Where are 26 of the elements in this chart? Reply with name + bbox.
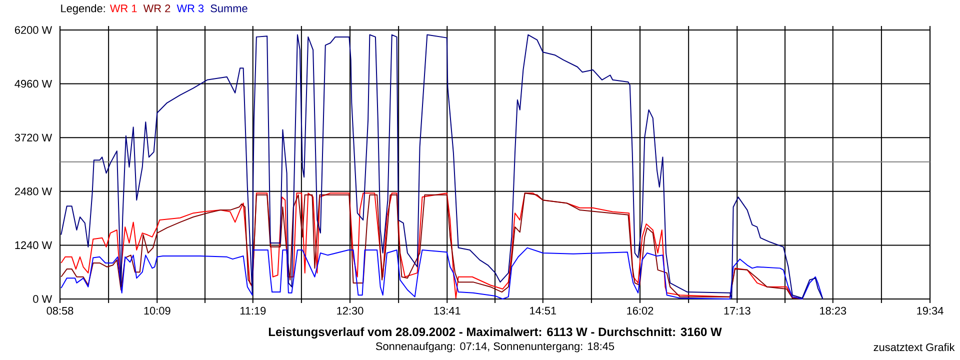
x-tick-label: 19:34 xyxy=(917,306,944,315)
y-tick-label: 6200 W xyxy=(14,26,52,34)
x-tick-label: 08:58 xyxy=(46,306,74,315)
x-tick-label: 18:23 xyxy=(820,306,846,315)
text: zusatztext Grafik xyxy=(874,343,955,352)
x-tick-label: 11:19 xyxy=(240,306,266,315)
y-tick-label: 1240 W xyxy=(15,241,52,250)
line-series xyxy=(60,247,824,300)
x-tick-label: 10:09 xyxy=(144,306,170,315)
x-tick-label: 16:02 xyxy=(627,306,654,315)
y-tick-label: 0 W xyxy=(33,295,52,303)
text: WR 2 xyxy=(143,4,170,12)
text: WR 3 xyxy=(176,4,204,12)
y-tick-label: 4960 W xyxy=(14,80,52,88)
text: Summe xyxy=(210,4,248,12)
text: Leistungsverlauf vom 28.09.2002 - Maximalwert: 6113 W - Durchschnitt: 3160 W xyxy=(268,327,722,339)
x-tick-label: 14:51 xyxy=(530,306,556,315)
line-series xyxy=(60,34,824,300)
y-tick-label: 3720 W xyxy=(14,134,52,142)
text: Sonnenaufgang: 07:14, Sonnenuntergang: 18:45 xyxy=(376,342,614,352)
x-tick-label: 13:41 xyxy=(434,306,460,315)
text: WR 1 xyxy=(110,4,137,12)
x-tick-label: 17:13 xyxy=(724,306,750,315)
y-tick-label: 2480 W xyxy=(14,188,52,196)
legend-title: Legende: xyxy=(61,4,105,14)
x-tick-label: 12:30 xyxy=(337,306,364,315)
